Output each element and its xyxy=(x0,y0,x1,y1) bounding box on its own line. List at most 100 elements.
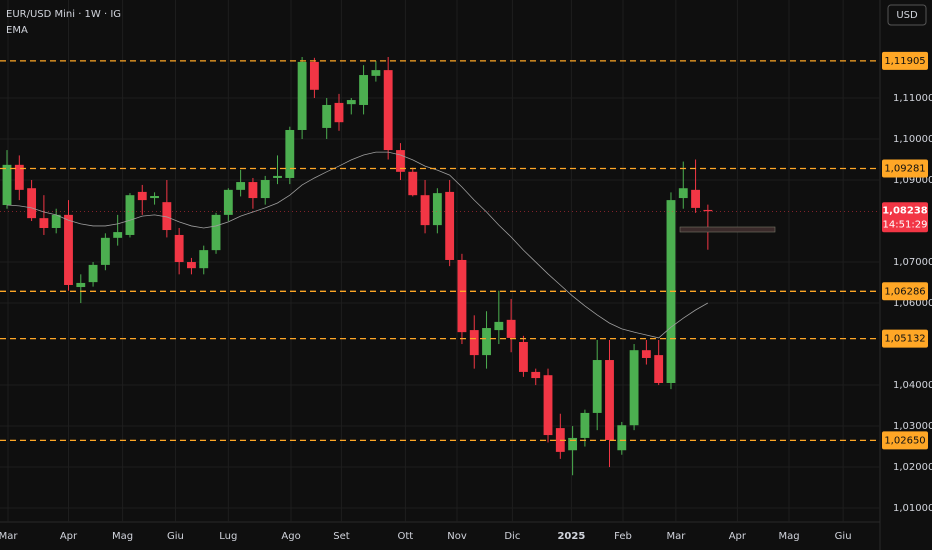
candle-body xyxy=(211,214,221,251)
candle-body xyxy=(51,214,61,228)
y-tick-label: 1,03000 xyxy=(893,421,932,432)
x-tick-label: Apr xyxy=(729,531,747,542)
y-tick-label: 1,11000 xyxy=(893,93,932,104)
countdown-label: 14:51:29 xyxy=(883,219,928,230)
x-tick-label: Mar xyxy=(0,531,18,542)
candle-body xyxy=(383,70,393,151)
symbol-title: EUR/USD Mini · 1W · IG xyxy=(6,9,121,20)
candle-body xyxy=(482,328,491,356)
candle-body xyxy=(494,321,504,331)
level-label: 1,11905 xyxy=(884,56,925,67)
candle-body xyxy=(223,189,233,215)
candle-body xyxy=(641,350,651,358)
y-tick-label: 1,04000 xyxy=(893,380,932,391)
x-tick-label: Ott xyxy=(398,531,414,542)
currency-button[interactable] xyxy=(887,4,927,26)
candle-body xyxy=(592,360,602,413)
candle-body xyxy=(285,129,295,178)
level-label-bg xyxy=(882,282,928,301)
candle-body xyxy=(346,100,356,105)
candle-body xyxy=(506,319,516,338)
x-tick-label: Set xyxy=(333,531,350,542)
candle-body xyxy=(39,218,49,228)
plot xyxy=(0,56,880,476)
candle-body xyxy=(27,188,37,219)
level-label-bg xyxy=(882,431,928,450)
candle-body xyxy=(432,193,442,226)
axes: 1,11000 1,10000 1,09000 1,07000 1,06000 1,040… xyxy=(0,51,932,542)
x-tick-label: Nov xyxy=(447,531,467,542)
y-tick-label: 1,10000 xyxy=(893,134,932,145)
y-tick-label: 1,06000 xyxy=(893,298,932,309)
level-label-bg xyxy=(882,159,928,178)
candle-body xyxy=(605,360,614,440)
level-label-bg xyxy=(882,329,928,348)
x-tick-label: Mag xyxy=(112,531,133,542)
candle-body xyxy=(113,232,123,238)
indicator-legend: EMA xyxy=(6,25,28,36)
y-tick-label: 1,09000 xyxy=(893,175,932,186)
candle-body xyxy=(64,214,73,285)
candle-body xyxy=(457,259,467,333)
candle-body xyxy=(543,375,553,436)
candle-body xyxy=(125,195,135,235)
candle-body xyxy=(76,282,86,288)
candle-body xyxy=(420,195,430,226)
candle-body xyxy=(137,191,147,201)
candle-body xyxy=(334,102,344,123)
candle-body xyxy=(654,355,664,383)
candle-body xyxy=(359,75,369,105)
candle-body xyxy=(396,150,405,172)
candle-body xyxy=(371,70,381,76)
candle-body xyxy=(88,264,98,283)
x-tick-label: 2025 xyxy=(557,531,585,542)
candle-body xyxy=(187,262,196,269)
y-tick-label: 1,02000 xyxy=(893,462,932,473)
ema-line xyxy=(6,151,709,339)
candle-body xyxy=(199,250,209,269)
level-label-bg xyxy=(882,51,928,70)
candle-body xyxy=(617,425,627,451)
last-price-bg xyxy=(882,202,928,233)
x-tick-label: Mag xyxy=(778,531,799,542)
last-price-label: 1,08238 xyxy=(882,205,928,216)
candle-body xyxy=(100,237,110,265)
x-tick-label: Giu xyxy=(167,531,184,542)
x-tick-label: Mar xyxy=(666,531,686,542)
candle-body xyxy=(408,171,418,196)
candle-body xyxy=(703,209,713,212)
x-tick-label: Lug xyxy=(219,531,237,542)
candle-body xyxy=(691,189,700,208)
candle-body xyxy=(2,164,12,206)
currency-label[interactable]: USD xyxy=(896,10,918,21)
drawing-rectangle xyxy=(679,226,776,233)
x-tick-label: Ago xyxy=(281,531,300,542)
candle-body xyxy=(297,61,307,130)
candle-body xyxy=(469,330,479,356)
level-label: 1,05132 xyxy=(884,334,925,345)
y-tick-label: 1,01000 xyxy=(893,503,932,514)
y-tick-label: 1,07000 xyxy=(893,257,932,268)
candle-body xyxy=(150,196,159,199)
level-label: 1,09281 xyxy=(884,163,925,174)
candle-body xyxy=(309,61,319,90)
candle-body xyxy=(174,234,184,263)
candle-body xyxy=(248,182,258,199)
candle-body xyxy=(14,164,24,190)
candle-body xyxy=(531,371,541,379)
candle-body xyxy=(260,180,270,199)
level-label: 1,06286 xyxy=(884,286,925,297)
candle-body xyxy=(678,188,688,199)
candle-body xyxy=(580,412,590,438)
x-tick-label: Giu xyxy=(835,531,852,542)
candle-body xyxy=(162,202,172,231)
x-tick-label: Apr xyxy=(60,531,78,542)
candle-body xyxy=(236,182,246,190)
x-tick-label: Dic xyxy=(504,531,520,542)
candle-body xyxy=(568,437,578,451)
candle-body xyxy=(518,341,528,372)
candle-body xyxy=(322,104,332,128)
x-tick-label: Feb xyxy=(614,531,632,542)
candle-body xyxy=(273,175,282,178)
